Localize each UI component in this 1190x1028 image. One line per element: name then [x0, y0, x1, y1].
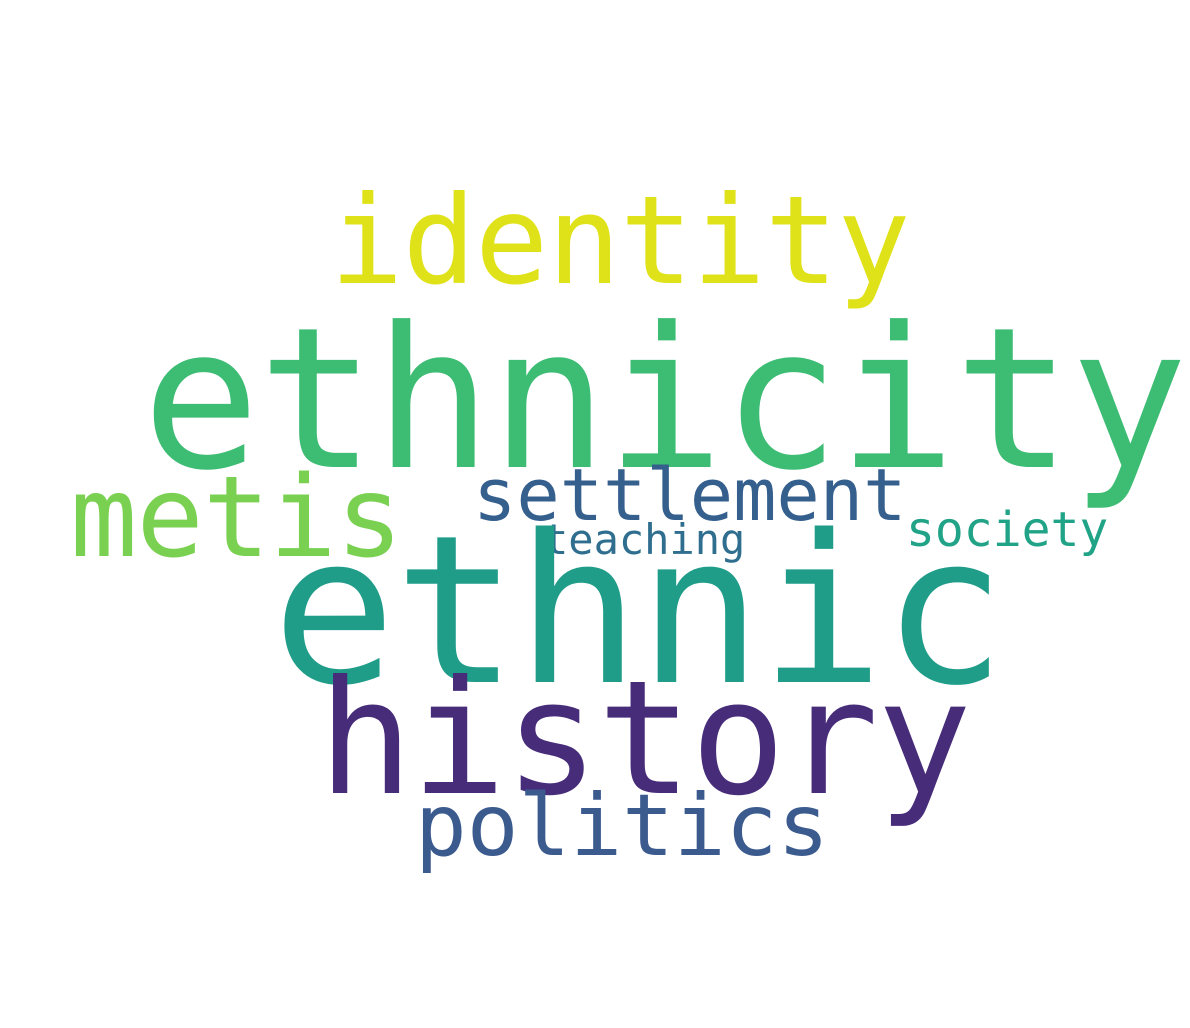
- word-ethnicity: ethnicity: [142, 286, 1188, 514]
- word-ethnic: ethnic: [272, 491, 1006, 731]
- word-settlement: settlement: [473, 453, 907, 537]
- word-identity: identity: [330, 170, 911, 312]
- word-society: society: [906, 502, 1109, 558]
- word-politics: politics: [415, 776, 830, 876]
- word-history: history: [318, 647, 972, 831]
- word-teaching: teaching: [543, 515, 746, 564]
- word-metis: metis: [70, 453, 403, 583]
